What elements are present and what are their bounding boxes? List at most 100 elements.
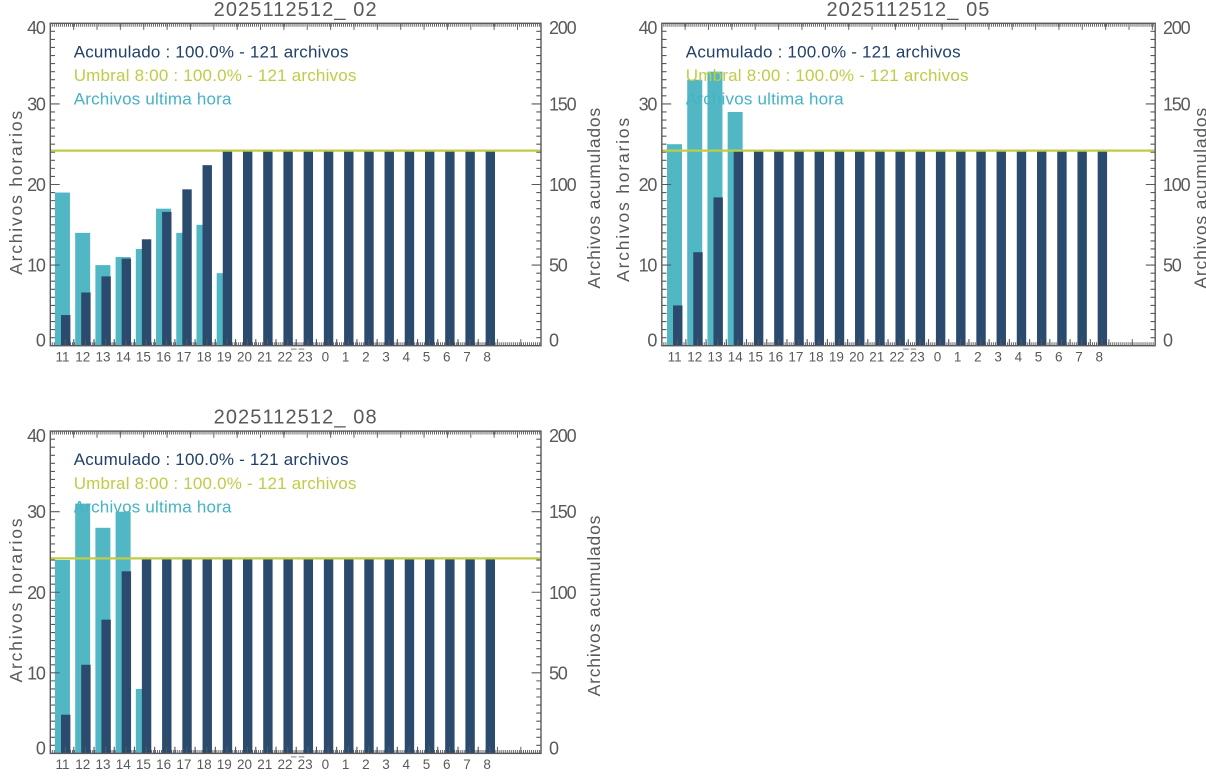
svg-text:0: 0: [322, 350, 330, 365]
svg-text:23: 23: [298, 350, 313, 365]
svg-text:13: 13: [708, 350, 723, 365]
svg-text:5: 5: [1035, 350, 1043, 365]
svg-text:17: 17: [176, 350, 191, 365]
svg-text:15: 15: [136, 757, 151, 771]
svg-text:7: 7: [1075, 350, 1083, 365]
svg-text:2: 2: [974, 350, 982, 365]
svg-text:50: 50: [549, 663, 568, 683]
svg-text:150: 150: [549, 502, 577, 522]
svg-text:3: 3: [382, 350, 390, 365]
svg-text:Archivos horarios: Archivos horarios: [6, 109, 26, 275]
svg-text:50: 50: [549, 256, 568, 276]
svg-text:0: 0: [647, 331, 657, 351]
svg-text:14: 14: [116, 350, 132, 365]
svg-text:17: 17: [176, 757, 191, 771]
svg-text:Acumulado : 100.0% - 121 archi: Acumulado : 100.0% - 121 archivos: [686, 42, 961, 61]
svg-text:4: 4: [403, 757, 411, 771]
svg-text:18: 18: [197, 350, 212, 365]
svg-text:Umbral 8:00 : 100.0% - 121 arc: Umbral 8:00 : 100.0% - 121 archivos: [686, 66, 969, 85]
svg-text:16: 16: [156, 757, 171, 771]
svg-text:14: 14: [728, 350, 744, 365]
svg-text:200: 200: [1163, 18, 1191, 38]
svg-text:18: 18: [809, 350, 824, 365]
svg-text:40: 40: [27, 426, 46, 446]
svg-text:100: 100: [549, 175, 577, 195]
svg-text:Archivos acumulados: Archivos acumulados: [1191, 107, 1206, 289]
svg-text:19: 19: [829, 350, 844, 365]
svg-text:Archivos acumulados: Archivos acumulados: [584, 107, 604, 289]
svg-text:19: 19: [217, 757, 232, 771]
svg-text:2025112512_ 08: 2025112512_ 08: [214, 407, 378, 429]
svg-text:8: 8: [483, 350, 491, 365]
svg-text:100: 100: [549, 583, 577, 603]
svg-text:Archivos ultima hora: Archivos ultima hora: [686, 90, 844, 109]
svg-text:17: 17: [788, 350, 803, 365]
svg-text:6: 6: [443, 757, 451, 771]
svg-text:Archivos horarios: Archivos horarios: [613, 116, 633, 282]
svg-text:11: 11: [668, 350, 682, 365]
svg-text:20: 20: [237, 757, 252, 771]
svg-text:0: 0: [1163, 331, 1173, 351]
svg-text:11: 11: [56, 350, 70, 365]
svg-text:12: 12: [687, 350, 702, 365]
svg-text:2: 2: [362, 757, 370, 771]
svg-text:7: 7: [463, 350, 471, 365]
svg-text:4: 4: [403, 350, 411, 365]
svg-text:50: 50: [1163, 256, 1182, 276]
svg-text:6: 6: [1055, 350, 1063, 365]
svg-text:200: 200: [549, 426, 577, 446]
svg-text:22: 22: [277, 350, 292, 365]
svg-text:30: 30: [27, 94, 46, 114]
svg-text:30: 30: [639, 94, 658, 114]
svg-text:40: 40: [639, 18, 658, 38]
svg-text:8: 8: [483, 757, 491, 771]
svg-text:Archivos horarios: Archivos horarios: [6, 517, 26, 683]
svg-text:0: 0: [36, 331, 46, 351]
svg-text:16: 16: [768, 350, 783, 365]
svg-text:21: 21: [257, 350, 272, 365]
svg-text:5: 5: [423, 350, 431, 365]
svg-text:10: 10: [27, 663, 46, 683]
svg-text:150: 150: [549, 94, 577, 114]
svg-text:1: 1: [342, 350, 350, 365]
svg-text:150: 150: [1163, 94, 1191, 114]
svg-text:Archivos acumulados: Archivos acumulados: [584, 515, 604, 697]
svg-text:200: 200: [549, 18, 577, 38]
svg-text:13: 13: [95, 757, 110, 771]
svg-text:0: 0: [322, 757, 330, 771]
svg-text:10: 10: [27, 256, 46, 276]
svg-text:30: 30: [27, 502, 46, 522]
svg-text:20: 20: [849, 350, 864, 365]
svg-text:19: 19: [217, 350, 232, 365]
svg-text:40: 40: [27, 18, 46, 38]
svg-text:20: 20: [237, 350, 252, 365]
svg-text:0: 0: [934, 350, 942, 365]
svg-text:Umbral 8:00 : 100.0% - 121 arc: Umbral 8:00 : 100.0% - 121 archivos: [74, 66, 357, 85]
svg-text:0: 0: [549, 331, 559, 351]
svg-text:23: 23: [298, 757, 313, 771]
svg-text:0: 0: [549, 738, 559, 758]
svg-text:22: 22: [890, 350, 905, 365]
svg-text:15: 15: [748, 350, 763, 365]
svg-text:16: 16: [156, 350, 171, 365]
svg-text:20: 20: [27, 175, 46, 195]
svg-text:20: 20: [639, 175, 658, 195]
svg-text:20: 20: [27, 583, 46, 603]
svg-text:11: 11: [56, 757, 70, 771]
svg-text:2025112512_ 02: 2025112512_ 02: [214, 0, 378, 21]
svg-text:Archivos ultima hora: Archivos ultima hora: [74, 90, 232, 109]
svg-text:7: 7: [463, 757, 471, 771]
svg-text:14: 14: [116, 757, 132, 771]
svg-text:6: 6: [443, 350, 451, 365]
svg-text:Umbral 8:00 : 100.0% - 121 arc: Umbral 8:00 : 100.0% - 121 archivos: [74, 474, 357, 493]
svg-text:3: 3: [994, 350, 1002, 365]
svg-text:21: 21: [257, 757, 272, 771]
svg-text:12: 12: [75, 757, 90, 771]
svg-text:2025112512_ 05: 2025112512_ 05: [826, 0, 990, 21]
svg-text:3: 3: [382, 757, 390, 771]
svg-text:23: 23: [910, 350, 925, 365]
svg-text:Archivos ultima hora: Archivos ultima hora: [74, 498, 232, 517]
svg-text:12: 12: [75, 350, 90, 365]
svg-text:13: 13: [95, 350, 110, 365]
svg-text:0: 0: [36, 738, 46, 758]
